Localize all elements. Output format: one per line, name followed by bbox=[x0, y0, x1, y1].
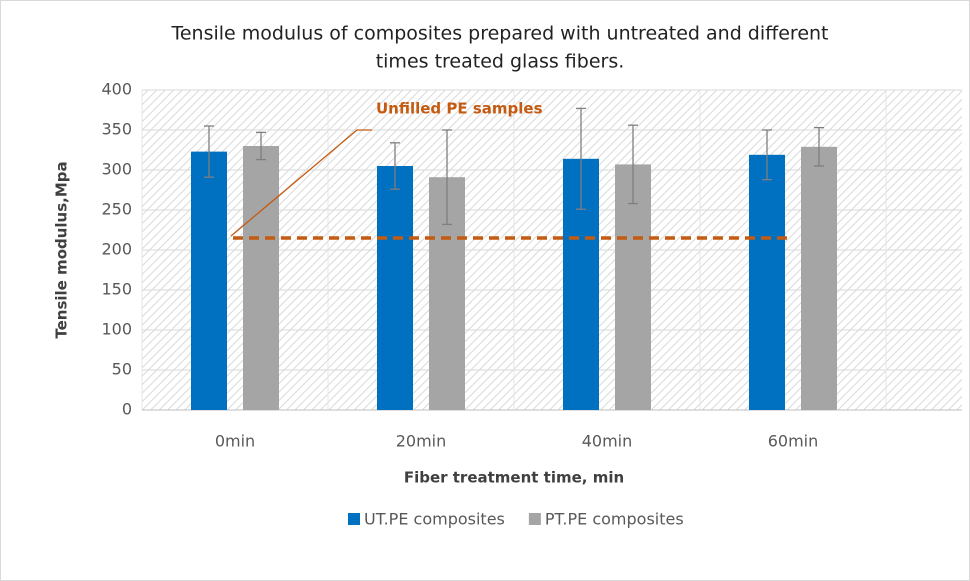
error-bar bbox=[204, 125, 214, 178]
bar bbox=[801, 146, 837, 411]
x-tick-label: 40min bbox=[582, 432, 633, 451]
y-tick-label: 350 bbox=[101, 120, 132, 139]
y-tick-label: 400 bbox=[101, 80, 132, 99]
y-tick-label: 250 bbox=[101, 200, 132, 219]
legend-label: PT.PE composites bbox=[545, 510, 684, 529]
y-tick-label: 0 bbox=[122, 400, 132, 419]
error-bar bbox=[256, 131, 266, 161]
x-tick-label: 0min bbox=[215, 432, 255, 451]
error-bar bbox=[628, 124, 638, 205]
x-axis-title: Fiber treatment time, min bbox=[404, 469, 624, 487]
bar bbox=[191, 151, 227, 410]
y-tick-label: 50 bbox=[112, 360, 132, 379]
error-bar bbox=[762, 129, 772, 181]
y-tick-label: 100 bbox=[101, 320, 132, 339]
annotation-leader bbox=[230, 129, 372, 237]
legend-label: UT.PE composites bbox=[364, 510, 505, 529]
x-tick-label: 60min bbox=[768, 432, 819, 451]
chart-title: times treated glass fibers. bbox=[376, 51, 625, 73]
y-tick-label: 150 bbox=[101, 280, 132, 299]
error-bar bbox=[814, 126, 824, 167]
y-axis-title: Tensile modulus,Mpa bbox=[53, 161, 71, 338]
error-bar bbox=[442, 129, 452, 226]
annotation: Unfilled PE samples bbox=[376, 100, 543, 118]
bar bbox=[243, 146, 279, 410]
bar bbox=[615, 164, 651, 410]
error-bar bbox=[576, 107, 586, 210]
legend-swatch bbox=[528, 513, 541, 525]
error-bar bbox=[390, 142, 400, 190]
x-tick-label: 20min bbox=[396, 432, 447, 451]
legend-swatch bbox=[348, 513, 360, 525]
bar bbox=[377, 166, 413, 410]
y-tick-label: 300 bbox=[101, 160, 132, 179]
chart-title: Tensile modulus of composites prepared w… bbox=[170, 23, 828, 45]
bar bbox=[749, 154, 785, 410]
y-tick-label: 200 bbox=[101, 240, 132, 259]
